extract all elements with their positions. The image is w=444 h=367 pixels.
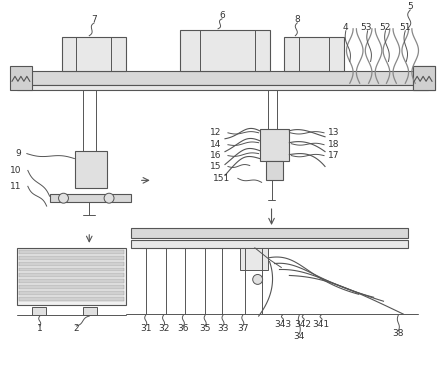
Bar: [180, 30, 270, 72]
Text: 8: 8: [294, 15, 300, 24]
Text: 31: 31: [140, 324, 151, 334]
Bar: [32, 307, 46, 315]
Circle shape: [59, 193, 68, 203]
Text: 38: 38: [392, 330, 404, 338]
Text: 36: 36: [178, 324, 189, 334]
Bar: [62, 37, 126, 72]
Bar: [75, 150, 107, 188]
Text: 5: 5: [407, 3, 413, 11]
Text: 14: 14: [210, 140, 222, 149]
Bar: [413, 66, 435, 90]
Bar: [50, 194, 131, 202]
Text: 11: 11: [10, 182, 22, 191]
Text: 6: 6: [219, 11, 225, 21]
Text: 13: 13: [328, 128, 340, 137]
Text: 151: 151: [214, 174, 230, 183]
Bar: [413, 66, 435, 90]
Text: 9: 9: [15, 149, 21, 158]
Text: 341: 341: [313, 320, 329, 328]
Bar: [19, 291, 124, 295]
Text: 32: 32: [158, 324, 169, 334]
Bar: [10, 66, 32, 90]
Circle shape: [253, 275, 262, 284]
Bar: [285, 37, 344, 72]
Bar: [19, 250, 124, 254]
Bar: [19, 273, 124, 277]
Text: 35: 35: [199, 324, 211, 334]
Text: 52: 52: [380, 23, 391, 32]
Bar: [19, 297, 124, 301]
Bar: [83, 307, 97, 315]
Bar: [19, 286, 124, 289]
Text: 51: 51: [400, 23, 411, 32]
Text: 2: 2: [74, 324, 79, 334]
Text: 342: 342: [295, 320, 312, 328]
Text: 15: 15: [210, 162, 222, 171]
Text: 33: 33: [217, 324, 229, 334]
Bar: [131, 228, 408, 238]
Text: 7: 7: [91, 15, 97, 24]
Bar: [19, 268, 124, 272]
Text: 12: 12: [210, 128, 222, 137]
Bar: [17, 72, 428, 85]
Text: 16: 16: [210, 151, 222, 160]
Text: 343: 343: [274, 320, 291, 328]
Text: 1: 1: [37, 324, 43, 334]
Bar: [266, 160, 283, 180]
Text: 10: 10: [10, 166, 22, 175]
Bar: [131, 240, 408, 248]
Bar: [260, 129, 289, 160]
Text: 17: 17: [328, 151, 340, 160]
Bar: [17, 248, 126, 305]
Circle shape: [104, 193, 114, 203]
Bar: [19, 279, 124, 283]
Bar: [17, 85, 428, 90]
Text: 4: 4: [343, 23, 349, 32]
Bar: [240, 248, 268, 269]
Bar: [19, 262, 124, 266]
Text: 18: 18: [328, 140, 340, 149]
Text: 53: 53: [360, 23, 371, 32]
Text: 34: 34: [293, 333, 305, 341]
Bar: [19, 256, 124, 259]
Text: 37: 37: [237, 324, 249, 334]
